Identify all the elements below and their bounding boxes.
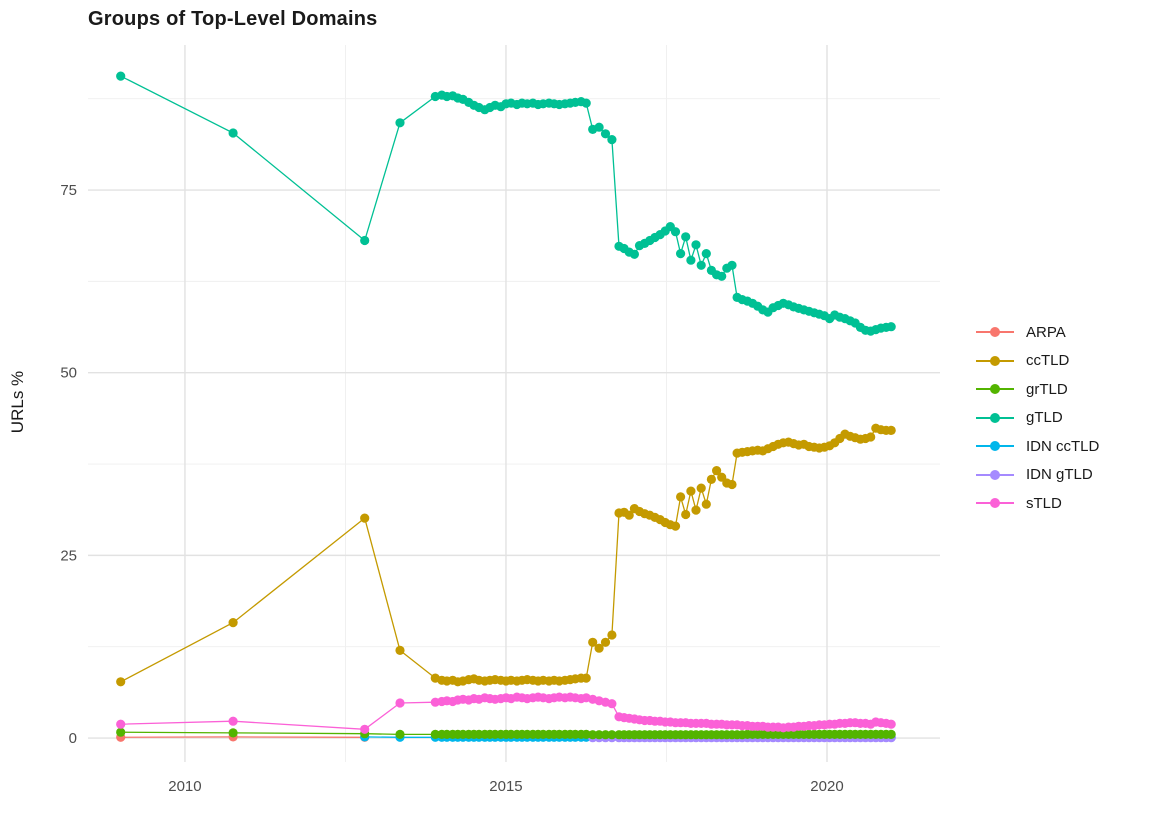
data-point-gtld xyxy=(629,249,640,259)
legend-label-stld: sTLD xyxy=(1026,494,1062,512)
data-point-gtld xyxy=(691,240,701,250)
data-point-cctld xyxy=(681,509,691,520)
data-point-cctld xyxy=(676,492,686,502)
legend-key-icon-arpa xyxy=(976,326,1014,338)
data-point-cctld xyxy=(624,510,634,520)
legend: ARPA ccTLD grTLD gTLD IDN ccTLD IDN gTLD sTLD xyxy=(976,318,1099,518)
legend-item-idn-cctld: IDN ccTLD xyxy=(976,432,1099,461)
data-point-gtld xyxy=(686,255,696,265)
legend-item-cctld: ccTLD xyxy=(976,347,1099,376)
legend-label-gtld: gTLD xyxy=(1026,409,1063,427)
data-point-stld xyxy=(395,698,405,708)
legend-key-icon-idn-gtld xyxy=(976,469,1014,481)
data-point-gtld xyxy=(670,227,681,237)
data-point-stld xyxy=(116,719,126,729)
y-axis-tick-labels: 0 25 50 75 xyxy=(60,182,77,747)
legend-key-icon-idn-cctld xyxy=(976,440,1014,452)
data-point-grtld xyxy=(886,729,896,740)
data-point-gtld xyxy=(600,129,611,139)
x-tick-2020: 2020 xyxy=(810,778,843,795)
data-point-cctld xyxy=(607,630,617,640)
series-stld xyxy=(116,692,896,734)
grid-major-lines xyxy=(88,45,940,762)
series-cctld xyxy=(116,423,896,687)
data-point-cctld xyxy=(701,499,711,509)
data-point-gtld xyxy=(581,98,591,108)
data-point-cctld xyxy=(228,618,238,628)
legend-key-icon-gtld xyxy=(976,412,1014,424)
data-point-gtld xyxy=(701,249,711,259)
data-point-gtld xyxy=(395,118,405,128)
legend-item-stld: sTLD xyxy=(976,489,1099,518)
x-tick-2015: 2015 xyxy=(489,778,522,795)
data-point-cctld xyxy=(360,513,370,523)
data-point-cctld xyxy=(395,645,405,656)
data-point-gtld xyxy=(607,135,617,145)
legend-item-grtld: grTLD xyxy=(976,375,1099,404)
data-point-gtld xyxy=(886,322,896,332)
y-tick-0: 0 xyxy=(69,730,77,747)
legend-item-gtld: gTLD xyxy=(976,404,1099,433)
data-point-grtld xyxy=(228,728,238,738)
data-point-gtld xyxy=(727,260,737,270)
data-point-cctld xyxy=(581,673,591,683)
data-point-gtld xyxy=(717,271,727,281)
legend-label-grtld: grTLD xyxy=(1026,380,1068,398)
legend-key-icon-grtld xyxy=(976,383,1014,395)
y-tick-50: 50 xyxy=(60,365,77,382)
grid-minor-lines xyxy=(88,45,940,762)
series-gtld xyxy=(116,71,896,336)
data-point-stld xyxy=(886,719,896,729)
data-point-gtld xyxy=(116,71,126,81)
y-tick-75: 75 xyxy=(60,182,77,199)
data-point-cctld xyxy=(686,486,696,496)
data-point-cctld xyxy=(706,474,717,484)
data-point-gtld xyxy=(594,122,604,132)
legend-label-cctld: ccTLD xyxy=(1026,352,1070,370)
data-point-cctld xyxy=(691,505,701,515)
data-point-grtld xyxy=(395,729,405,740)
data-point-grtld xyxy=(581,729,591,740)
data-point-cctld xyxy=(712,466,722,476)
data-point-grtld xyxy=(600,730,611,740)
legend-label-idn-cctld: IDN ccTLD xyxy=(1026,437,1100,455)
legend-item-arpa: ARPA xyxy=(976,318,1099,347)
x-tick-2010: 2010 xyxy=(168,778,201,795)
data-point-gtld xyxy=(228,128,238,138)
data-point-cctld xyxy=(600,637,611,647)
data-point-stld xyxy=(228,716,238,726)
data-point-gtld xyxy=(696,260,706,270)
data-point-gtld xyxy=(360,235,370,246)
data-point-grtld xyxy=(116,727,126,737)
legend-key-icon-stld xyxy=(976,497,1014,509)
legend-label-arpa: ARPA xyxy=(1026,323,1066,341)
y-tick-25: 25 xyxy=(60,547,77,564)
data-point-cctld xyxy=(696,483,706,493)
legend-label-idn-gtld: IDN gTLD xyxy=(1026,466,1093,484)
data-point-stld xyxy=(607,699,617,709)
data-point-cctld xyxy=(588,637,598,647)
data-point-grtld xyxy=(588,730,598,740)
data-point-grtld xyxy=(607,730,617,740)
data-point-grtld xyxy=(430,729,440,740)
data-point-cctld xyxy=(116,677,126,687)
chart-title: Groups of Top-Level Domains xyxy=(88,8,378,30)
data-point-cctld xyxy=(727,479,737,490)
legend-item-idn-gtld: IDN gTLD xyxy=(976,461,1099,490)
data-point-gtld xyxy=(676,249,686,259)
data-point-grtld xyxy=(594,730,604,740)
x-axis-tick-labels: 2010 2015 2020 xyxy=(168,778,843,795)
data-point-stld xyxy=(360,724,370,734)
legend-key-icon-cctld xyxy=(976,355,1014,367)
data-point-cctld xyxy=(886,425,896,435)
data-point-cctld xyxy=(670,521,681,531)
data-point-cctld xyxy=(594,643,604,653)
data-series xyxy=(116,71,896,743)
data-point-gtld xyxy=(681,232,691,242)
data-point-cctld xyxy=(866,432,876,442)
y-axis-title: URLs % xyxy=(8,370,27,434)
